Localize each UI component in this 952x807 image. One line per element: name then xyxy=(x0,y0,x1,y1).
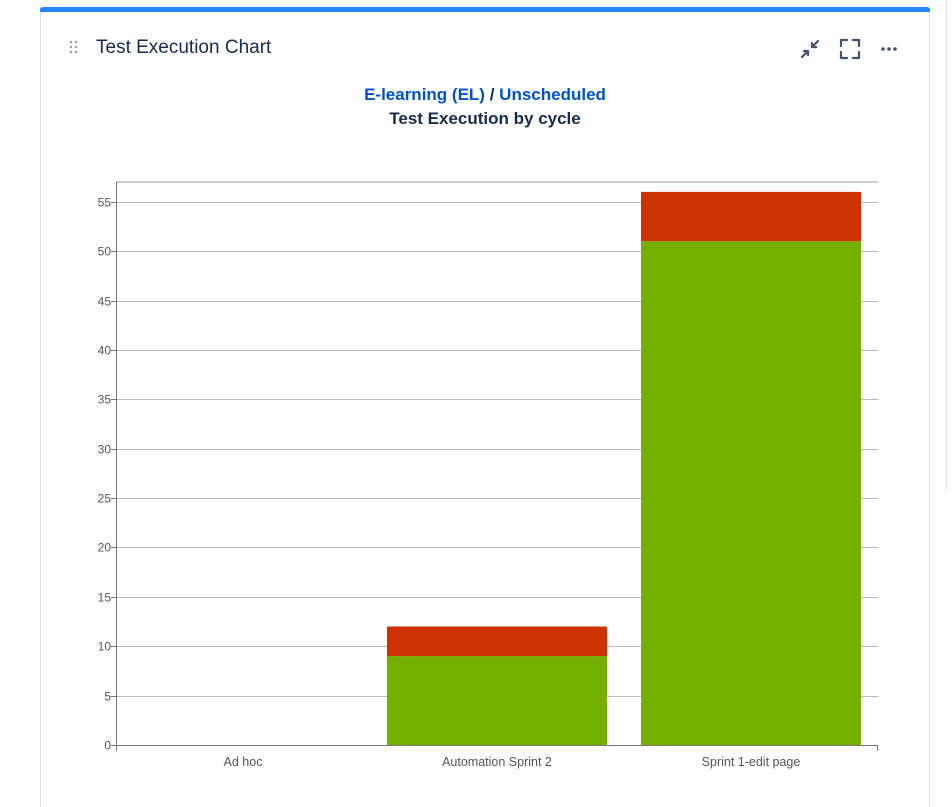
panel-accent-bar xyxy=(40,7,930,12)
panel-title: Test Execution Chart xyxy=(96,37,272,58)
bar-segment-1 xyxy=(387,626,607,657)
y-tick-label: 0 xyxy=(104,739,111,753)
y-tick-label: 45 xyxy=(98,295,112,309)
y-tick-label: 40 xyxy=(98,344,112,358)
y-tick-label: 50 xyxy=(98,245,112,259)
chart-header: E-learning (EL) / Unscheduled Test Execu… xyxy=(41,84,929,132)
more-icon xyxy=(881,47,897,51)
y-tick-label: 10 xyxy=(98,640,112,654)
bar-segment-1 xyxy=(641,191,861,242)
bar-segment-0 xyxy=(641,241,861,745)
adjacent-panel-edge xyxy=(946,0,947,490)
y-tick-label: 15 xyxy=(98,591,112,605)
fullscreen-button[interactable] xyxy=(837,36,863,62)
x-tick-label: Automation Sprint 2 xyxy=(442,755,552,769)
more-button[interactable] xyxy=(876,36,902,62)
y-tick-label: 25 xyxy=(98,492,112,506)
minimize-button[interactable] xyxy=(797,36,823,62)
project-link[interactable]: E-learning (EL) xyxy=(364,85,485,104)
version-link[interactable]: Unscheduled xyxy=(499,85,606,104)
y-tick-label: 5 xyxy=(104,690,111,704)
breadcrumb-separator: / xyxy=(489,85,495,104)
x-tick-label: Sprint 1-edit page xyxy=(702,755,801,769)
chart-breadcrumb: E-learning (EL) / Unscheduled xyxy=(41,84,929,106)
bar-segment-0 xyxy=(387,656,607,745)
y-tick-label: 55 xyxy=(98,196,112,210)
minimize-icon xyxy=(800,39,820,59)
y-tick-label: 35 xyxy=(98,393,112,407)
y-tick-label: 20 xyxy=(98,541,112,555)
fullscreen-icon xyxy=(839,38,861,60)
drag-handle-icon[interactable] xyxy=(69,40,79,56)
x-tick-label: Ad hoc xyxy=(224,755,263,769)
y-tick-label: 30 xyxy=(98,443,112,457)
chart-title: Test Execution by cycle xyxy=(389,109,581,128)
